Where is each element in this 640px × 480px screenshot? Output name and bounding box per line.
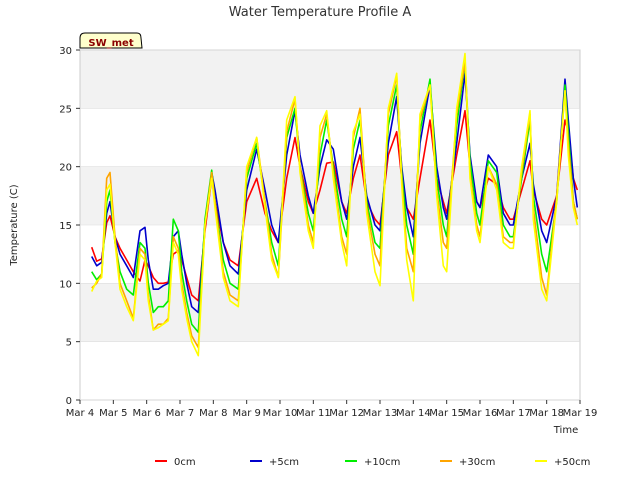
grid-band — [80, 225, 580, 284]
y-tick-label: 10 — [59, 279, 72, 290]
x-tick-label: Mar 8 — [199, 408, 227, 419]
x-axis-label: Time — [553, 425, 578, 436]
legend-label: +50cm — [554, 457, 590, 468]
x-tick-label: Mar 6 — [132, 408, 160, 419]
x-tick-label: Mar 7 — [166, 408, 194, 419]
station-badge-text: SW_met — [88, 38, 133, 49]
x-tick-label: Mar 15 — [429, 408, 464, 419]
y-tick-label: 5 — [66, 338, 72, 349]
grid-band — [80, 50, 580, 109]
y-tick-label: 0 — [66, 396, 72, 407]
x-tick-label: Mar 14 — [396, 408, 431, 419]
y-axis-label: Temperature (C) — [9, 184, 20, 266]
legend: 0cm +5cm +10cm +30cm +50cm — [155, 457, 590, 468]
x-tick-label: Mar 17 — [496, 408, 531, 419]
station-badge-box — [79, 32, 143, 49]
legend-label: +30cm — [459, 457, 495, 468]
series-line-plus-10cm — [91, 60, 579, 334]
legend-label: 0cm — [174, 457, 196, 468]
x-tick-label: Mar 19 — [563, 408, 598, 419]
y-tick-label: 20 — [59, 163, 72, 174]
series-line-plus-5cm — [90, 72, 579, 314]
series-lines — [90, 52, 579, 357]
x-tick-label: Mar 11 — [296, 408, 331, 419]
y-tick-label: 15 — [59, 221, 72, 232]
legend-label: +10cm — [364, 457, 400, 468]
x-tick-label: Mar 4 — [66, 408, 94, 419]
x-tick-label: Mar 10 — [263, 408, 298, 419]
x-tick-label: Mar 12 — [329, 408, 364, 419]
x-tick-label: Mar 18 — [529, 408, 564, 419]
grid-band — [80, 341, 580, 400]
legend-label: +5cm — [269, 457, 299, 468]
x-tick-label: Mar 13 — [363, 408, 398, 419]
y-tick-label: 30 — [59, 46, 72, 57]
station-badge: SW_met — [79, 32, 143, 49]
x-tick-label: Mar 16 — [463, 408, 498, 419]
y-tick-label: 25 — [59, 104, 72, 115]
chart-title: Water Temperature Profile A — [229, 5, 412, 20]
x-tick-label: Mar 5 — [99, 408, 127, 419]
grid-band — [80, 283, 580, 342]
x-tick-label: Mar 9 — [232, 408, 260, 419]
x-axis-ticks: Mar 4 Mar 5 Mar 6 Mar 7 Mar 8 Mar 9 Mar 10Mar … — [66, 400, 598, 419]
series-line-plus-50cm — [90, 52, 579, 357]
